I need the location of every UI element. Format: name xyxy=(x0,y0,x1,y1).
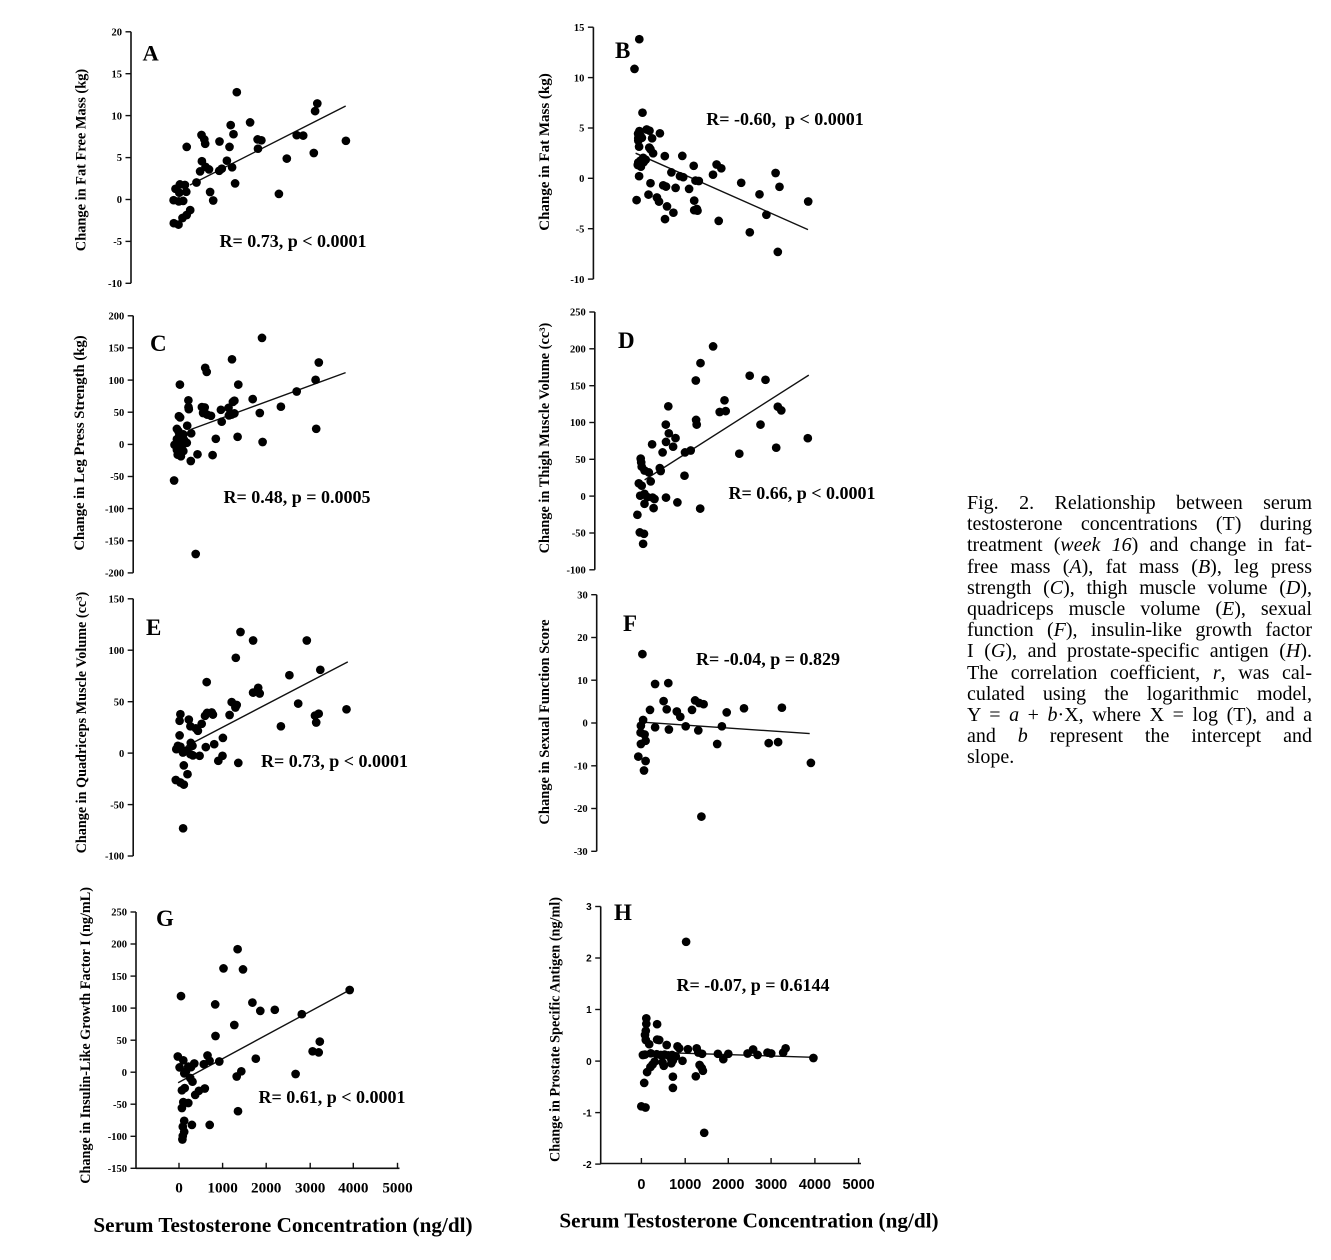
svg-text:-150: -150 xyxy=(108,1164,127,1175)
svg-text:0: 0 xyxy=(117,195,122,206)
svg-text:-100: -100 xyxy=(108,1132,127,1143)
svg-text:-5: -5 xyxy=(576,224,585,235)
svg-text:20: 20 xyxy=(577,633,588,644)
svg-text:30: 30 xyxy=(577,590,588,601)
svg-text:R= 0.73, p < 0.0001: R= 0.73, p < 0.0001 xyxy=(219,231,366,251)
svg-text:1000: 1000 xyxy=(669,1177,701,1193)
svg-text:10: 10 xyxy=(574,73,585,84)
svg-text:250: 250 xyxy=(111,908,127,919)
svg-text:5000: 5000 xyxy=(382,1180,413,1197)
svg-text:4000: 4000 xyxy=(799,1177,831,1193)
svg-text:Change in Quadriceps Muscle Vo: Change in Quadriceps Muscle Volume (cc³) xyxy=(74,592,90,854)
svg-text:-5: -5 xyxy=(113,237,122,248)
svg-text:-200: -200 xyxy=(105,569,124,580)
svg-text:Change in Sexual Function Scor: Change in Sexual Function Score xyxy=(537,619,553,825)
svg-text:R= -0.07, p = 0.6144: R= -0.07, p = 0.6144 xyxy=(676,975,829,995)
svg-text:150: 150 xyxy=(108,344,124,355)
svg-text:5000: 5000 xyxy=(842,1177,874,1193)
svg-text:100: 100 xyxy=(111,1004,127,1015)
svg-text:Change in Thigh Muscle Volume: Change in Thigh Muscle Volume (cc³) xyxy=(537,322,553,553)
svg-text:-50: -50 xyxy=(110,472,124,483)
svg-text:B: B xyxy=(615,38,630,63)
svg-text:200: 200 xyxy=(108,312,124,323)
svg-text:G: G xyxy=(156,906,174,931)
svg-text:A: A xyxy=(143,41,160,66)
svg-text:0: 0 xyxy=(579,174,584,185)
svg-text:3000: 3000 xyxy=(755,1177,787,1193)
svg-text:C: C xyxy=(150,331,167,356)
svg-text:10: 10 xyxy=(112,111,123,122)
svg-text:100: 100 xyxy=(570,418,586,429)
svg-text:20: 20 xyxy=(112,28,123,39)
svg-text:0: 0 xyxy=(581,492,586,503)
svg-text:F: F xyxy=(623,611,637,636)
svg-text:-10: -10 xyxy=(108,279,122,290)
svg-text:Change in Prostate Specific An: Change in Prostate Specific Antigen (ng/… xyxy=(548,897,564,1162)
svg-text:H: H xyxy=(614,900,632,925)
svg-text:100: 100 xyxy=(108,376,124,387)
svg-text:-30: -30 xyxy=(574,847,588,858)
svg-text:-50: -50 xyxy=(113,1100,127,1111)
svg-text:150: 150 xyxy=(108,595,124,606)
svg-text:0: 0 xyxy=(582,719,587,730)
svg-text:Change in Insulin-Like Growth: Change in Insulin-Like Growth Factor I (… xyxy=(78,887,94,1184)
svg-text:-100: -100 xyxy=(105,504,124,515)
svg-text:200: 200 xyxy=(570,345,586,356)
svg-text:Serum Testosterone Concentrati: Serum Testosterone Concentration (ng/dl) xyxy=(93,1213,472,1237)
svg-text:2: 2 xyxy=(586,954,592,965)
svg-text:0: 0 xyxy=(122,1068,127,1079)
svg-text:10: 10 xyxy=(577,676,588,687)
svg-text:1: 1 xyxy=(586,1005,592,1016)
svg-text:0: 0 xyxy=(119,749,124,760)
svg-text:5: 5 xyxy=(579,124,584,135)
svg-text:100: 100 xyxy=(108,646,124,657)
svg-text:R= 0.48, p = 0.0005: R= 0.48, p = 0.0005 xyxy=(223,487,370,507)
svg-text:5: 5 xyxy=(117,153,122,164)
svg-text:-150: -150 xyxy=(105,537,124,548)
svg-text:-10: -10 xyxy=(574,762,588,773)
svg-text:50: 50 xyxy=(575,455,586,466)
svg-text:50: 50 xyxy=(114,697,125,708)
svg-text:15: 15 xyxy=(112,69,123,80)
svg-text:-10: -10 xyxy=(570,275,584,286)
svg-text:D: D xyxy=(618,328,635,353)
svg-text:Serum Testosterone Concentrati: Serum Testosterone Concentration (ng/dl) xyxy=(559,1209,938,1233)
svg-text:R= -0.04, p = 0.829: R= -0.04, p = 0.829 xyxy=(696,649,840,669)
svg-text:R= -0.60, p < 0.0001: R= -0.60, p < 0.0001 xyxy=(706,109,864,129)
svg-text:Change in Fat Mass (kg): Change in Fat Mass (kg) xyxy=(537,73,553,231)
svg-text:R= 0.73, p < 0.0001: R= 0.73, p < 0.0001 xyxy=(261,751,408,771)
svg-text:150: 150 xyxy=(570,381,586,392)
svg-text:0: 0 xyxy=(637,1177,645,1193)
svg-text:15: 15 xyxy=(574,23,585,34)
svg-text:E: E xyxy=(146,615,161,640)
svg-text:50: 50 xyxy=(114,408,125,419)
svg-text:R= 0.66, p < 0.0001: R= 0.66, p < 0.0001 xyxy=(728,483,875,503)
svg-text:0: 0 xyxy=(175,1180,183,1197)
svg-text:1000: 1000 xyxy=(207,1180,238,1197)
svg-text:0: 0 xyxy=(119,440,124,451)
svg-text:4000: 4000 xyxy=(338,1180,369,1197)
svg-text:-2: -2 xyxy=(583,1160,592,1171)
svg-text:-50: -50 xyxy=(572,529,586,540)
svg-text:250: 250 xyxy=(570,308,586,319)
svg-text:0: 0 xyxy=(586,1057,592,1068)
svg-text:-50: -50 xyxy=(110,800,124,811)
svg-text:50: 50 xyxy=(117,1036,128,1047)
svg-text:-20: -20 xyxy=(574,804,588,815)
svg-text:R= 0.61, p < 0.0001: R= 0.61, p < 0.0001 xyxy=(258,1087,405,1107)
svg-text:2000: 2000 xyxy=(251,1180,282,1197)
svg-text:-100: -100 xyxy=(567,566,586,577)
svg-text:Change in Leg Press Strength (: Change in Leg Press Strength (kg) xyxy=(72,335,88,550)
svg-text:200: 200 xyxy=(111,940,127,951)
svg-text:-1: -1 xyxy=(583,1108,592,1119)
svg-text:150: 150 xyxy=(111,972,127,983)
svg-text:-100: -100 xyxy=(105,852,124,863)
svg-text:3: 3 xyxy=(586,902,592,913)
svg-text:Change in Fat Free Mass (kg): Change in Fat Free Mass (kg) xyxy=(74,69,90,252)
svg-text:2000: 2000 xyxy=(712,1177,744,1193)
svg-text:3000: 3000 xyxy=(295,1180,326,1197)
